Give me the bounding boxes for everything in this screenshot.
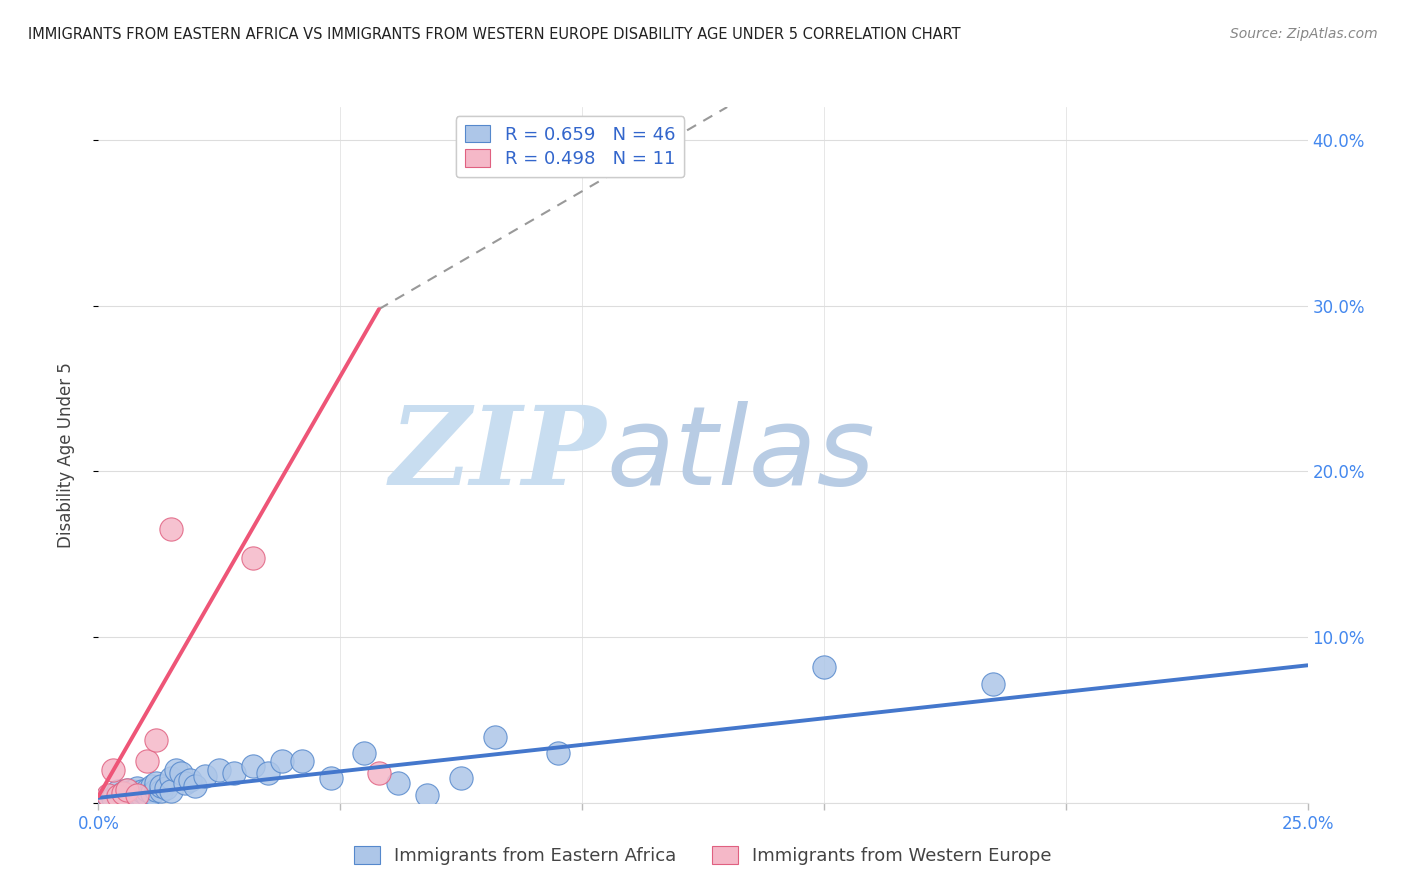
Point bbox=[194, 769, 217, 783]
Point bbox=[97, 789, 120, 804]
Point bbox=[319, 771, 342, 785]
Point bbox=[981, 676, 1004, 690]
Point bbox=[135, 788, 157, 802]
Point bbox=[160, 523, 183, 537]
Point bbox=[450, 771, 472, 785]
Point bbox=[222, 766, 245, 780]
Point bbox=[160, 784, 183, 798]
Point bbox=[179, 772, 201, 787]
Point bbox=[184, 779, 207, 793]
Point bbox=[174, 776, 197, 790]
Point bbox=[135, 782, 157, 797]
Point bbox=[117, 782, 139, 797]
Point bbox=[368, 766, 391, 780]
Point bbox=[97, 788, 120, 802]
Point bbox=[271, 755, 294, 769]
Point bbox=[150, 784, 173, 798]
Point bbox=[242, 550, 264, 565]
Point bbox=[169, 766, 191, 780]
Point bbox=[131, 789, 153, 804]
Point bbox=[107, 788, 129, 802]
Point bbox=[145, 732, 167, 747]
Point bbox=[111, 786, 134, 800]
Point bbox=[353, 746, 375, 760]
Point bbox=[242, 759, 264, 773]
Point bbox=[111, 789, 134, 804]
Point bbox=[117, 790, 139, 805]
Point bbox=[127, 788, 149, 802]
Point bbox=[117, 782, 139, 797]
Point bbox=[141, 779, 163, 793]
Point bbox=[165, 763, 187, 777]
Point bbox=[111, 786, 134, 800]
Point bbox=[256, 766, 278, 780]
Point bbox=[208, 763, 231, 777]
Point bbox=[145, 776, 167, 790]
Point bbox=[484, 730, 506, 744]
Point bbox=[387, 776, 409, 790]
Point bbox=[141, 786, 163, 800]
Point bbox=[127, 780, 149, 795]
Point bbox=[813, 660, 835, 674]
Point bbox=[160, 771, 183, 785]
Text: atlas: atlas bbox=[606, 401, 875, 508]
Point bbox=[107, 789, 129, 804]
Point bbox=[127, 786, 149, 800]
Point bbox=[416, 788, 439, 802]
Text: Source: ZipAtlas.com: Source: ZipAtlas.com bbox=[1230, 27, 1378, 41]
Text: IMMIGRANTS FROM EASTERN AFRICA VS IMMIGRANTS FROM WESTERN EUROPE DISABILITY AGE : IMMIGRANTS FROM EASTERN AFRICA VS IMMIGR… bbox=[28, 27, 960, 42]
Point bbox=[150, 779, 173, 793]
Point bbox=[135, 755, 157, 769]
Point bbox=[101, 790, 124, 805]
Legend: Immigrants from Eastern Africa, Immigrants from Western Europe: Immigrants from Eastern Africa, Immigran… bbox=[346, 838, 1060, 874]
Point bbox=[145, 782, 167, 797]
Point bbox=[121, 784, 143, 798]
Point bbox=[155, 780, 177, 795]
Y-axis label: Disability Age Under 5: Disability Age Under 5 bbox=[56, 362, 75, 548]
Point bbox=[547, 746, 569, 760]
Point bbox=[131, 784, 153, 798]
Point bbox=[107, 784, 129, 798]
Point bbox=[290, 755, 312, 769]
Text: ZIP: ZIP bbox=[389, 401, 606, 508]
Point bbox=[121, 788, 143, 802]
Legend: R = 0.659   N = 46, R = 0.498   N = 11: R = 0.659 N = 46, R = 0.498 N = 11 bbox=[456, 116, 685, 178]
Point bbox=[101, 763, 124, 777]
